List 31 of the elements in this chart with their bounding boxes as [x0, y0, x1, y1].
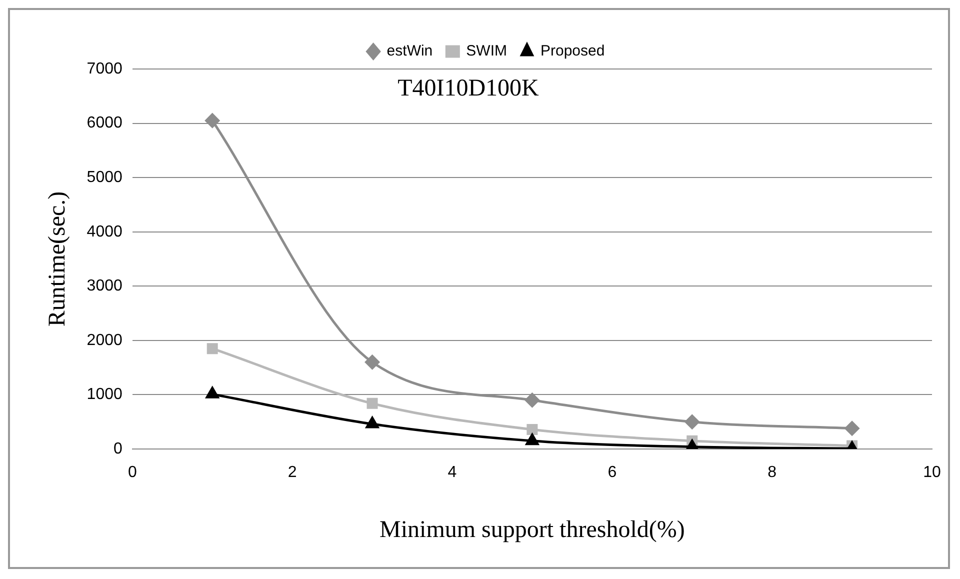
point [684, 414, 700, 430]
y-tick-label: 4000 [86, 223, 122, 240]
x-tick-label: 10 [923, 464, 941, 482]
x-tick-label: 6 [608, 464, 617, 482]
x-tick-label: 2 [288, 464, 297, 482]
legend-label: SWIM [466, 42, 507, 60]
point [205, 113, 220, 128]
point [365, 354, 380, 370]
point [524, 392, 540, 408]
point [844, 421, 860, 436]
point [206, 386, 219, 398]
y-tick-label: 7000 [86, 60, 122, 78]
y-tick-label: 0 [113, 440, 122, 458]
chart-title: T40I10D100K [398, 75, 540, 102]
y-tick-label: 5000 [86, 168, 122, 186]
x-tick-label: 8 [768, 464, 777, 482]
y-tick-label: 6000 [86, 114, 122, 132]
x-tick-label: 4 [448, 464, 457, 482]
point [526, 434, 539, 446]
legend-label: estWin [386, 42, 433, 60]
y-tick-label: 3000 [86, 278, 122, 295]
point [206, 343, 218, 354]
x-axis-title: Minimum support threshold(%) [380, 516, 685, 543]
legend-label: Proposed [540, 42, 605, 60]
point [366, 416, 379, 428]
y-tick-label: 1000 [86, 386, 122, 404]
x-tick-label: 0 [128, 464, 137, 482]
point [366, 398, 378, 409]
point [526, 424, 538, 435]
y-axis-title: Runtime(sec.) [44, 191, 71, 327]
y-tick-label: 2000 [86, 332, 122, 349]
